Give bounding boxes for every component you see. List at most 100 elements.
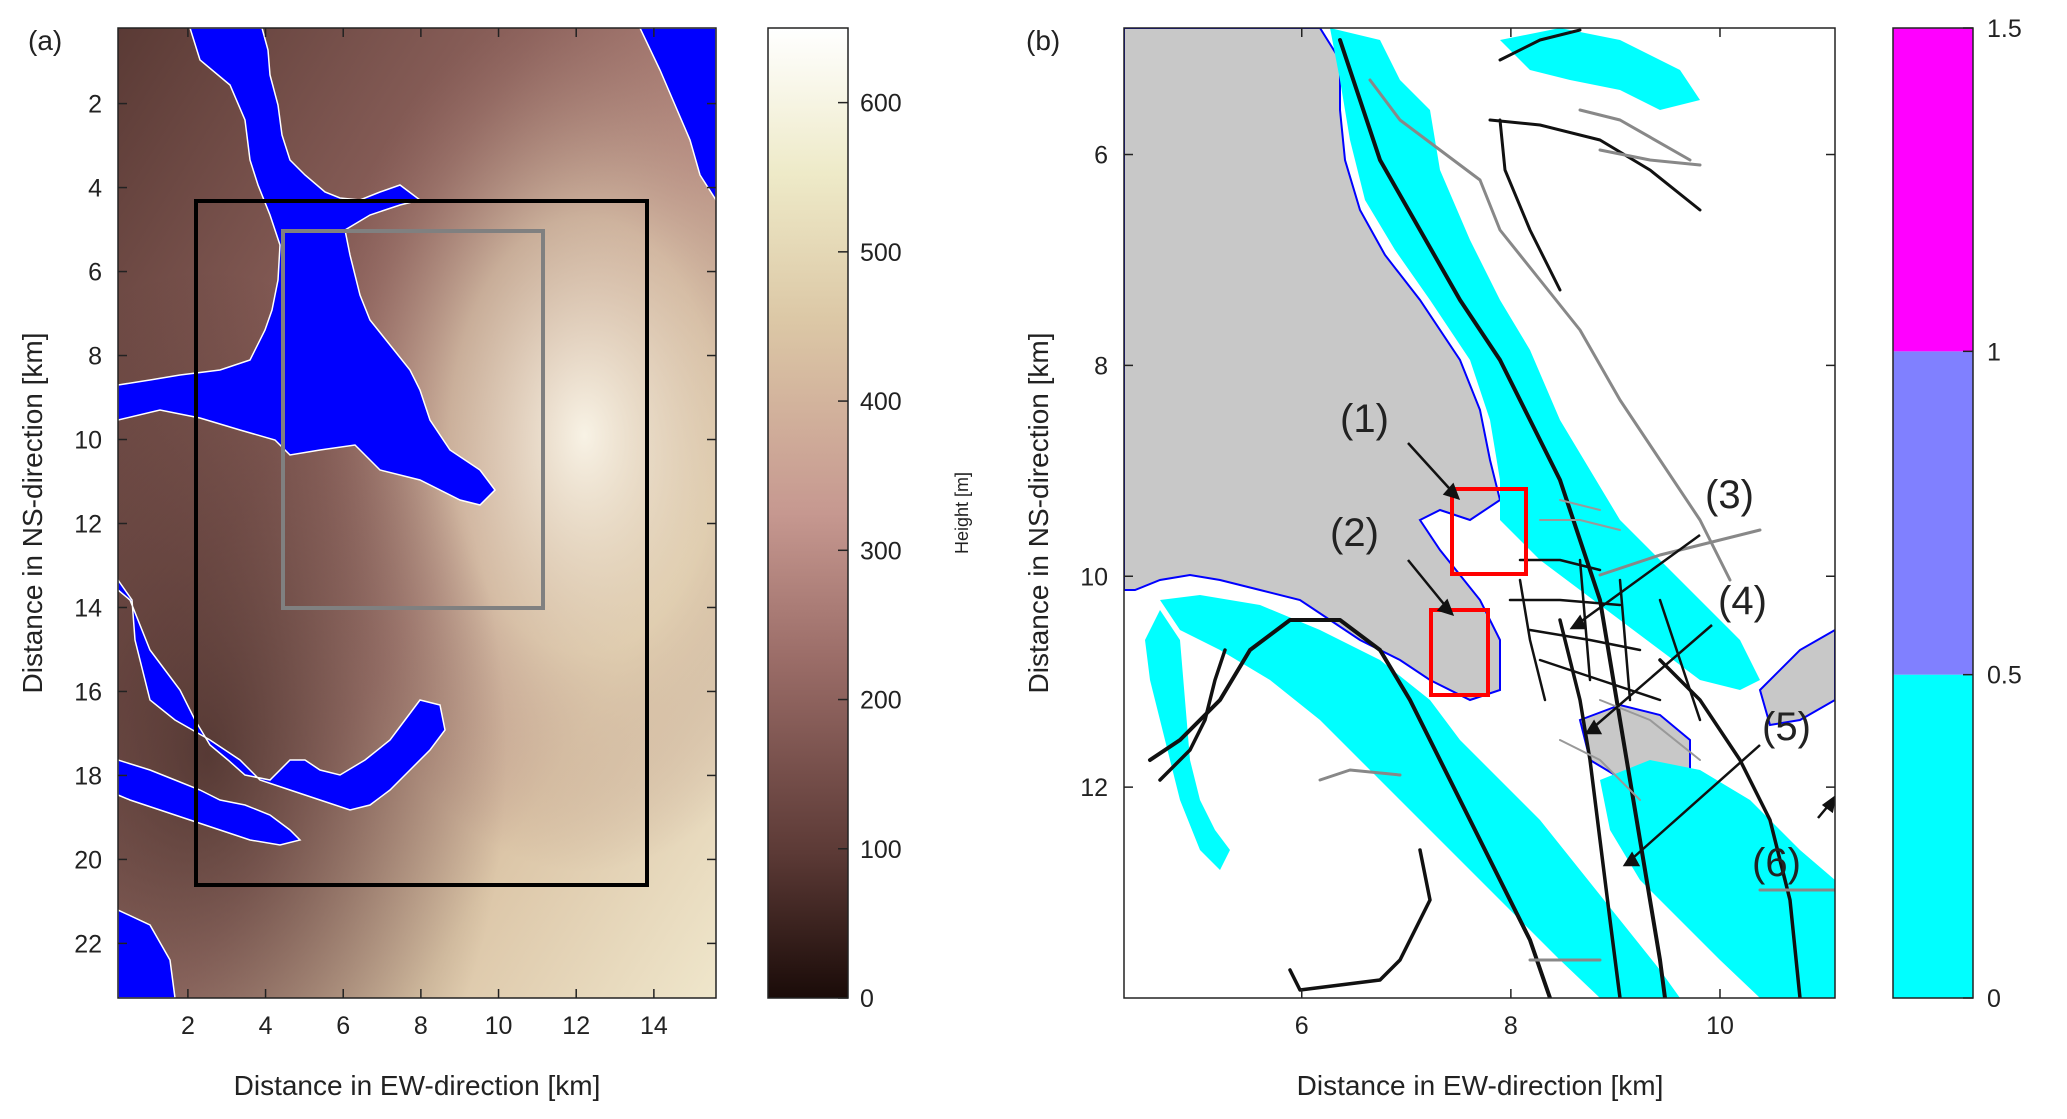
colorbar-bands-frame — [1892, 27, 1974, 999]
b-xtick-label: 10 — [1706, 1012, 1734, 1040]
a-ytick-label: 4 — [88, 175, 102, 203]
domain-box-gray — [281, 229, 545, 610]
colorbar-height-tick-label: 600 — [860, 90, 902, 118]
colorbar-bands-tick-label: 0 — [1987, 985, 2001, 1013]
colorbar-height-tick-label: 0 — [860, 985, 874, 1013]
ylabel-b: Distance in NS-direction [km] — [1023, 332, 1054, 693]
b-ytick-label: 6 — [1094, 142, 1108, 170]
water-body — [118, 28, 496, 506]
arrow-3-head — [1569, 614, 1587, 630]
annotation-label-4: (4) — [1718, 579, 1767, 623]
colorbar-band — [1893, 674, 1973, 998]
b-ytick-label: 12 — [1080, 774, 1108, 802]
a-ytick-label: 18 — [74, 762, 102, 790]
road-south-2 — [1658, 658, 1802, 998]
arrow-3 — [1571, 533, 1701, 630]
a-xtick-label: 6 — [336, 1012, 350, 1040]
arrow-4-head — [1584, 719, 1603, 735]
water-body-w — [118, 909, 176, 998]
arrow-1-head — [1442, 482, 1461, 500]
flood-zone-se — [1600, 760, 1835, 998]
a-xtick-label: 4 — [259, 1012, 273, 1040]
ticks-a: 2 4 6 8 10 12 14 2 4 6 8 10 12 14 16 18 20 22 — [74, 28, 716, 1040]
arrow-2-head — [1436, 598, 1455, 616]
a-ytick-label: 12 — [74, 510, 102, 538]
a-xtick-label: 10 — [485, 1012, 513, 1040]
flood-zone-north — [1330, 28, 1760, 690]
road-coastal — [1148, 618, 1552, 998]
road-gray-1 — [1368, 78, 1732, 582]
colorbar-bands-tick-label: 1 — [1987, 338, 2001, 366]
flood-map — [1124, 28, 1835, 998]
road-gray-3 — [1578, 108, 1702, 167]
annotation-label-3: (3) — [1705, 473, 1754, 517]
colorbar-band — [1893, 351, 1973, 675]
colorbar-bands — [1892, 27, 1974, 999]
a-ytick-label: 20 — [74, 846, 102, 874]
red-box-1 — [1450, 487, 1528, 576]
sea-area-se — [1758, 628, 1835, 727]
road-south-3 — [1288, 848, 1432, 992]
a-ytick-label: 6 — [88, 259, 102, 287]
colorbar-bands-tick-label: 1.5 — [1987, 15, 2022, 43]
panel-b-tag: (b) — [1026, 25, 1060, 56]
arrow-4 — [1586, 624, 1713, 734]
annotation-label-2: (2) — [1330, 511, 1379, 555]
annotation-label-1: (1) — [1340, 397, 1389, 441]
panel-a-tag: (a) — [28, 25, 62, 56]
axes-frame-b — [1123, 27, 1836, 999]
colorbar-height-tick-label: 500 — [860, 239, 902, 267]
annotation-arrows — [1407, 442, 1835, 867]
colorbar-bands-ticks: 0 0.5 1 1.5 — [1963, 15, 2022, 1013]
a-ytick-label: 16 — [74, 678, 102, 706]
colorbar-bands-tick-label: 0.5 — [1987, 662, 2022, 690]
water-body-ne — [639, 28, 716, 202]
a-ytick-label: 14 — [74, 594, 102, 622]
annotation-labels: (1) (2) (3) (4) (5) (6) — [1330, 397, 1811, 885]
xlabel-b: Distance in EW-direction [km] — [1297, 1070, 1664, 1101]
flood-zone-sw — [1145, 610, 1230, 870]
a-ytick-label: 22 — [74, 930, 102, 958]
arrow-5-head — [1622, 851, 1641, 867]
colorbar-height — [767, 27, 849, 999]
a-ytick-label: 10 — [74, 427, 102, 455]
colorbar-height-tick-label: 300 — [860, 537, 902, 565]
domain-box-black — [194, 199, 649, 887]
b-xtick-label: 6 — [1295, 1012, 1309, 1040]
flood-zone-ne — [1500, 28, 1700, 110]
road-north — [1488, 28, 1702, 292]
b-xtick-label: 8 — [1504, 1012, 1518, 1040]
flood-zone-south — [1160, 595, 1680, 998]
a-xtick-label: 2 — [181, 1012, 195, 1040]
colorbar-height-tick-label: 100 — [860, 836, 902, 864]
colorbar-height-tick-label: 400 — [860, 388, 902, 416]
terrain-lowland — [118, 28, 716, 998]
water-body-sw — [118, 759, 302, 846]
b-ytick-label: 8 — [1094, 352, 1108, 380]
arrow-5 — [1624, 744, 1761, 866]
a-ytick-label: 2 — [88, 91, 102, 119]
a-xtick-label: 12 — [562, 1012, 590, 1040]
axes-frame-a — [117, 27, 717, 999]
b-ytick-label: 10 — [1080, 563, 1108, 591]
red-box-2 — [1429, 608, 1490, 697]
xlabel-a: Distance in EW-direction [km] — [234, 1070, 601, 1101]
water-body-south — [118, 578, 446, 811]
terrain-map — [118, 28, 716, 998]
road-gray-2 — [1318, 528, 1835, 962]
colorbar-height-ticks: 0 100 200 300 400 500 600 — [838, 90, 902, 1013]
road-network — [1148, 28, 1835, 998]
road-main — [1338, 38, 1667, 998]
road-urban-gray — [1539, 499, 1701, 801]
road-south-1 — [1558, 618, 1622, 998]
annotation-label-6: (6) — [1752, 841, 1801, 885]
colorbar-band — [1893, 28, 1973, 352]
ylabel-a: Distance in NS-direction [km] — [17, 332, 48, 693]
colorbar-height-tick-label: 200 — [860, 687, 902, 715]
road-west — [1158, 648, 1227, 782]
annotation-label-5: (5) — [1762, 705, 1811, 749]
arrow-6-head — [1821, 795, 1835, 814]
ticks-b: 6 8 10 6 8 10 12 — [1080, 28, 1835, 1040]
a-xtick-label: 14 — [640, 1012, 668, 1040]
